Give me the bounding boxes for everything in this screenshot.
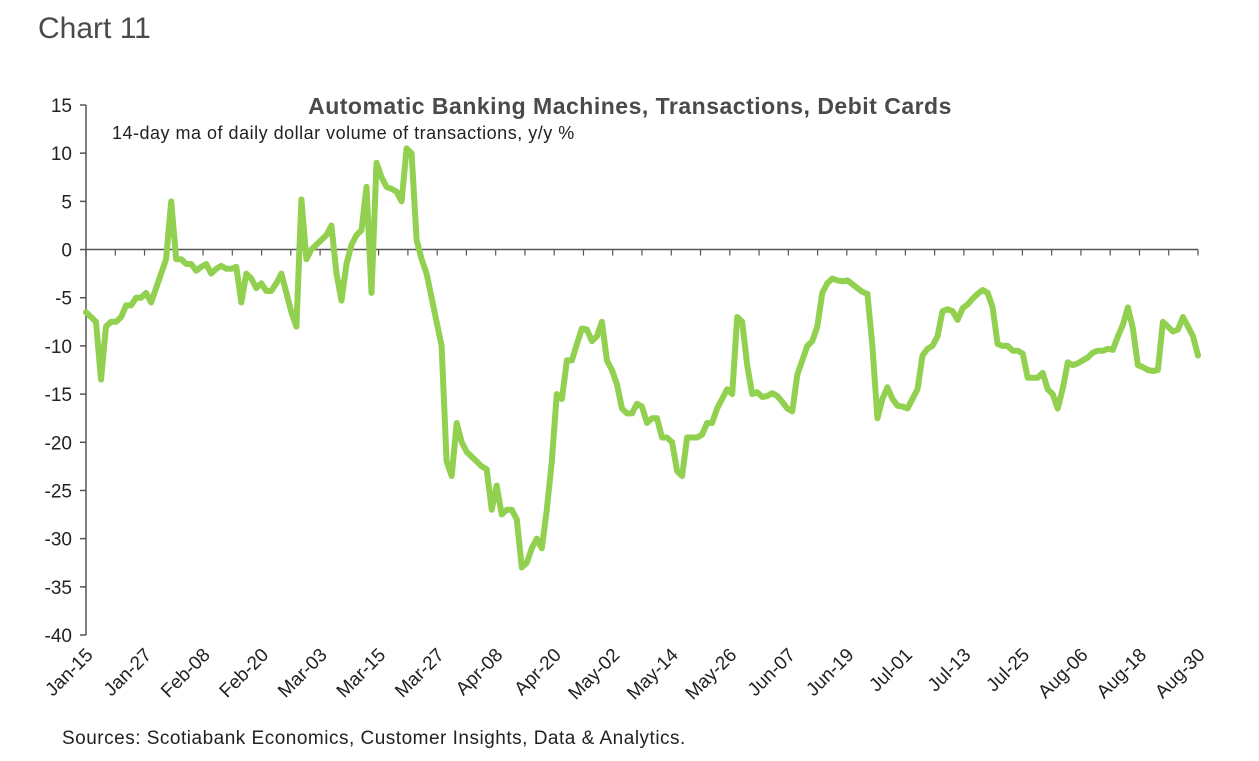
x-tick-label: Mar-03	[274, 645, 331, 702]
y-tick-label: 15	[51, 96, 72, 117]
x-tick-label: Jul-25	[983, 645, 1034, 696]
x-tick-label: Aug-06	[1034, 645, 1092, 703]
y-tick-label: 0	[61, 241, 72, 262]
x-axis: Jan-15 Jan-27 Feb-08 Feb-20 Mar-03 Mar-15 Mar-…	[42, 248, 1210, 705]
x-tick-label: Jul-01	[865, 645, 916, 696]
x-tick-label: Apr-08	[452, 645, 507, 700]
series-layer	[83, 145, 1201, 571]
x-tick-label: Feb-20	[216, 645, 273, 702]
x-tick-label: Mar-27	[391, 645, 448, 702]
x-tick-label: Aug-30	[1151, 645, 1209, 703]
y-tick-label: 5	[61, 192, 72, 213]
x-tick-label: Jan-15	[42, 645, 98, 701]
x-tick-label: Apr-20	[511, 645, 566, 700]
series-line	[83, 145, 1201, 571]
y-tick-label: -25	[45, 481, 72, 502]
y-tick-label: -30	[45, 530, 72, 551]
y-tick-label: -5	[55, 289, 72, 310]
y-tick-label: -15	[45, 385, 72, 406]
x-tick-label: Mar-15	[333, 645, 390, 702]
x-tick-label: Jan-27	[100, 645, 156, 701]
chart-title: Automatic Banking Machines, Transactions…	[308, 93, 952, 119]
x-tick-label: Jun-07	[744, 645, 800, 701]
source-note: Sources: Scotiabank Economics, Customer …	[62, 728, 686, 749]
x-tick-label: May-14	[623, 644, 683, 704]
y-tick-label: -10	[45, 337, 72, 358]
y-axis: 15 10 5 0 -5 -10 -15 -20 -25 -30 -35 -40	[45, 96, 87, 647]
y-tick-label: -20	[45, 433, 72, 454]
x-tick-label: Aug-18	[1093, 645, 1151, 703]
chart-subtitle: 14-day ma of daily dollar volume of tran…	[112, 123, 575, 143]
y-tick-label: -35	[45, 578, 72, 599]
x-tick-label: Jul-13	[924, 645, 975, 696]
x-tick-label: Jun-19	[802, 645, 858, 701]
chart-number-label: Chart 11	[38, 12, 151, 45]
x-tick-label: May-02	[565, 645, 625, 705]
y-tick-label: -40	[45, 626, 72, 647]
x-tick-label: Feb-08	[157, 645, 214, 702]
x-tick-label: May-26	[682, 645, 742, 705]
y-tick-label: 10	[51, 144, 72, 165]
